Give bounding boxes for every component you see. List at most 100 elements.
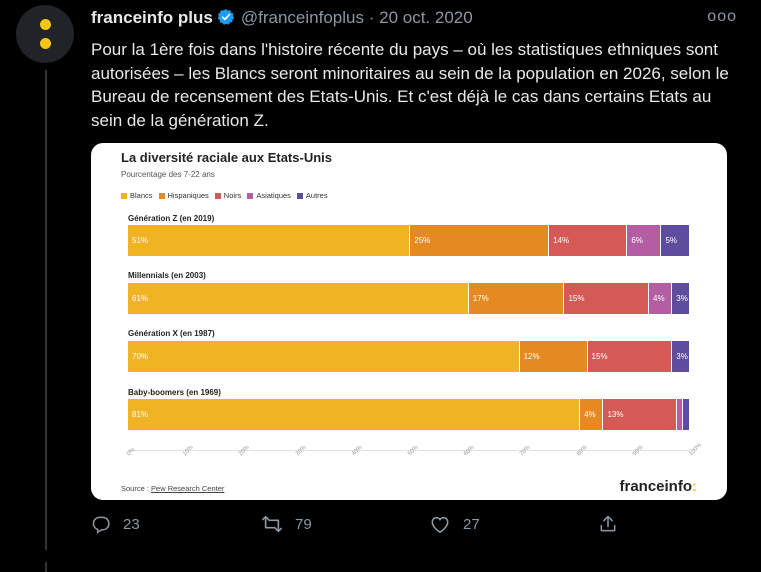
x-tick-label: 40% bbox=[350, 444, 364, 458]
bar-value-label: 12% bbox=[523, 352, 540, 361]
bar-segment bbox=[683, 399, 690, 430]
stacked-bar: 61% 17% 15% 4% 3% bbox=[128, 283, 690, 314]
bar-segment: 13% bbox=[603, 399, 677, 430]
bar-segment: 14% bbox=[549, 225, 628, 256]
avatar[interactable] bbox=[16, 5, 74, 63]
legend-label: Hispaniques bbox=[167, 191, 209, 200]
x-tick-label: 0% bbox=[126, 446, 137, 458]
like-count: 27 bbox=[463, 515, 480, 533]
bar-value-label: 14% bbox=[553, 236, 570, 245]
bar-segment: 61% bbox=[128, 283, 469, 314]
display-name[interactable]: franceinfo plus bbox=[91, 8, 213, 27]
tweet-text: Pour la 1ère fois dans l'histoire récent… bbox=[91, 40, 729, 130]
bar-segment: 25% bbox=[410, 225, 550, 256]
bar-segment: 70% bbox=[128, 341, 520, 372]
tweet-header: franceinfo plus @franceinfoplus · 20 oct.… bbox=[91, 8, 741, 30]
x-tick-label: 80% bbox=[575, 444, 589, 458]
bar-segment: 3% bbox=[672, 341, 690, 372]
bar-segment: 51% bbox=[128, 225, 411, 256]
chart-source: Source : Pew Research Center bbox=[121, 484, 224, 493]
bar-value-label: 4% bbox=[584, 410, 596, 419]
legend-item: Autres bbox=[296, 191, 328, 200]
tweet-actions: 23 79 27 bbox=[91, 514, 731, 536]
legend-swatch bbox=[247, 192, 254, 199]
legend-item: Asiatiques bbox=[247, 191, 291, 200]
legend-item: Noirs bbox=[214, 191, 242, 200]
retweet-button[interactable]: 79 bbox=[261, 514, 312, 534]
category-label: Baby-boomers (en 1969) bbox=[128, 388, 221, 397]
legend-swatch bbox=[214, 192, 221, 199]
bar-value-label: 81% bbox=[132, 410, 149, 419]
separator: · bbox=[368, 8, 375, 27]
reply-count: 23 bbox=[123, 515, 140, 533]
avatar-dot-bottom bbox=[40, 38, 51, 49]
bar-value-label: 4% bbox=[653, 294, 665, 303]
retweet-icon bbox=[262, 515, 282, 533]
avatar-dot-top bbox=[40, 19, 51, 30]
category-label: Génération Z (en 2019) bbox=[128, 214, 215, 223]
bar-segment: 15% bbox=[587, 341, 673, 372]
heart-icon bbox=[431, 516, 449, 533]
source-link[interactable]: Pew Research Center bbox=[151, 484, 225, 493]
x-tick-label: 30% bbox=[294, 444, 308, 458]
bar-value-label: 15% bbox=[591, 352, 608, 361]
chart-title: La diversité raciale aux Etats-Unis bbox=[121, 150, 332, 165]
verified-badge-icon bbox=[217, 8, 235, 31]
chart-image-card[interactable]: La diversité raciale aux Etats-Unis Pour… bbox=[91, 143, 727, 500]
bar-segment: 6% bbox=[627, 225, 662, 256]
bar-segment bbox=[676, 399, 684, 430]
legend-item: Hispaniques bbox=[158, 191, 209, 200]
bar-value-label: 51% bbox=[132, 236, 149, 245]
brand-logo: franceinfo: bbox=[619, 478, 697, 495]
x-axis-line bbox=[128, 450, 690, 451]
more-options-icon[interactable]: ooo bbox=[707, 8, 737, 25]
bar-segment: 12% bbox=[519, 341, 588, 372]
x-tick-label: 100% bbox=[688, 442, 704, 458]
bar-value-label: 61% bbox=[132, 294, 149, 303]
bar-value-label: 5% bbox=[665, 236, 677, 245]
source-label: Source : bbox=[121, 484, 152, 493]
brand-text: franceinfo bbox=[619, 478, 692, 495]
like-button[interactable]: 27 bbox=[429, 514, 480, 534]
bar-segment: 15% bbox=[564, 283, 650, 314]
x-tick-label: 90% bbox=[631, 444, 645, 458]
bar-value-label: 15% bbox=[568, 294, 585, 303]
legend-label: Blancs bbox=[130, 191, 153, 200]
handle[interactable]: @franceinfoplus bbox=[240, 8, 364, 27]
share-icon bbox=[600, 515, 616, 532]
bar-value-label: 17% bbox=[472, 294, 489, 303]
bar-value-label: 70% bbox=[132, 352, 149, 361]
bar-segment: 5% bbox=[661, 225, 690, 256]
bar-segment: 4% bbox=[580, 399, 604, 430]
stacked-bar: 51% 25% 14% 6% 5% bbox=[128, 225, 690, 256]
category-label: Millennials (en 2003) bbox=[128, 271, 206, 280]
stacked-bar: 81% 4% 13% bbox=[128, 399, 690, 430]
legend-swatch bbox=[158, 192, 165, 199]
thread-line-continuation bbox=[45, 562, 47, 572]
legend-label: Autres bbox=[305, 191, 328, 200]
tweet-date[interactable]: 20 oct. 2020 bbox=[379, 8, 473, 27]
bar-value-label: 3% bbox=[676, 352, 688, 361]
bar-value-label: 6% bbox=[631, 236, 643, 245]
reply-icon bbox=[92, 516, 110, 534]
legend-label: Asiatiques bbox=[256, 191, 291, 200]
legend-label: Noirs bbox=[223, 191, 242, 200]
share-button[interactable] bbox=[598, 514, 630, 534]
bar-segment: 4% bbox=[649, 283, 673, 314]
bar-value-label: 13% bbox=[607, 410, 624, 419]
legend-swatch bbox=[121, 192, 127, 199]
bar-segment: 17% bbox=[468, 283, 565, 314]
chart-legend: Blancs Hispaniques Noirs Asiatiques Autres bbox=[121, 191, 328, 200]
chart-subtitle: Pourcentage des 7-22 ans bbox=[121, 170, 215, 179]
reply-button[interactable]: 23 bbox=[91, 514, 140, 534]
bar-value-label: 3% bbox=[676, 294, 688, 303]
legend-swatch bbox=[296, 192, 303, 199]
bar-segment: 3% bbox=[672, 283, 690, 314]
retweet-count: 79 bbox=[295, 515, 312, 533]
brand-colon: : bbox=[692, 478, 697, 495]
legend-item: Blancs bbox=[121, 191, 153, 200]
bar-segment: 81% bbox=[128, 399, 581, 430]
bar-value-label: 25% bbox=[414, 236, 431, 245]
stacked-bar: 70% 12% 15% 3% bbox=[128, 341, 690, 372]
thread-line bbox=[45, 70, 47, 550]
